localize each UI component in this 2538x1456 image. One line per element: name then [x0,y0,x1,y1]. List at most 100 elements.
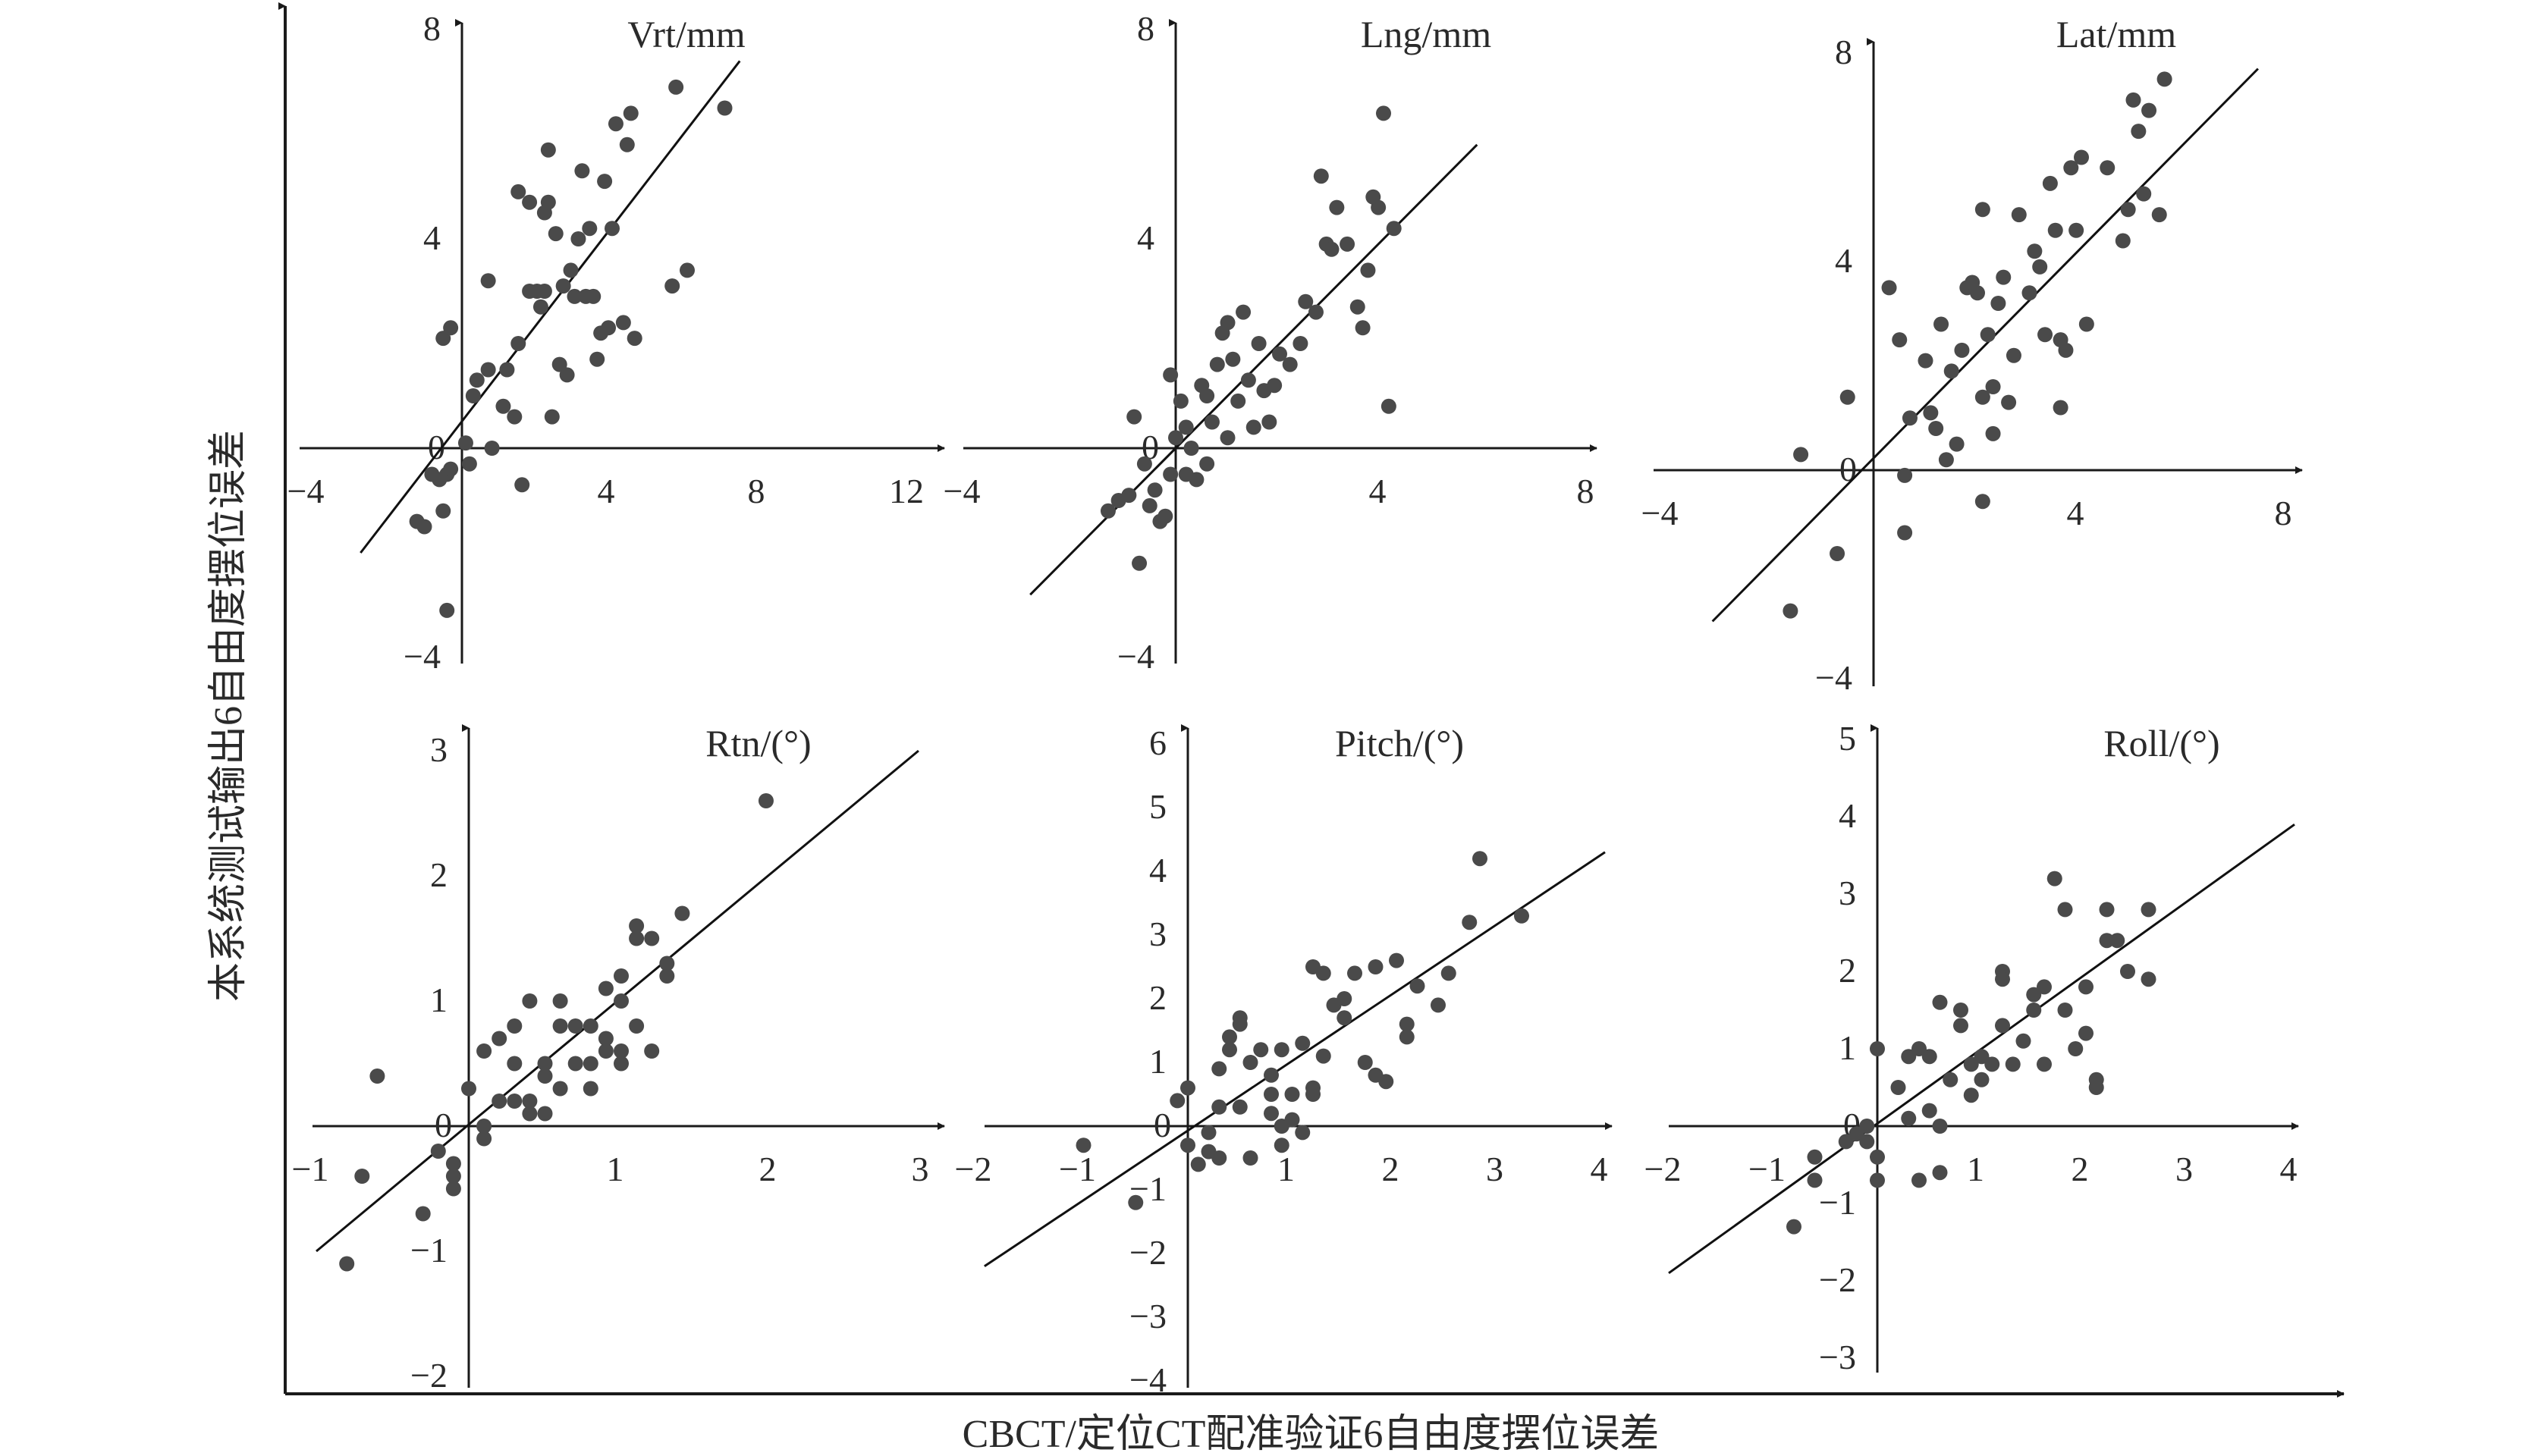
data-point [2074,149,2089,165]
data-point [1890,1080,1906,1095]
data-point [614,993,629,1009]
data-point [1211,1061,1227,1077]
data-point [2047,222,2063,238]
panel-title: Lat/mm [2056,13,2176,55]
data-point [1839,389,1855,405]
data-point [435,503,451,519]
data-point [499,362,515,378]
panel-title: Lng/mm [1361,13,1491,55]
data-point [1355,320,1371,336]
y-tick-label: 2 [1839,951,1856,990]
data-point [1253,1042,1269,1058]
data-point [1298,293,1314,309]
data-point [537,1056,553,1072]
data-point [476,1131,492,1147]
data-point [495,398,511,414]
y-tick-label: −2 [1819,1260,1856,1299]
data-point [1240,372,1256,388]
data-point [2005,1056,2021,1072]
data-point [2078,316,2094,332]
data-point [1264,1067,1279,1083]
data-point [540,194,556,210]
data-point [439,602,455,618]
data-point [644,1043,660,1059]
data-point [2068,222,2084,238]
data-point [2006,347,2021,363]
data-point [1949,436,1965,452]
y-tick-label: 8 [423,9,441,48]
data-point [443,461,459,477]
data-point [717,100,733,116]
data-point [552,993,568,1009]
data-point [1963,1056,1979,1072]
data-point [1807,1149,1823,1165]
data-point [476,1043,492,1059]
data-point [615,315,631,331]
data-point [629,918,645,934]
data-point [1974,494,1990,510]
data-point [1201,1125,1217,1141]
data-point [457,435,473,451]
x-tick-label: 3 [912,1150,929,1188]
data-point [522,194,538,210]
data-point [510,184,526,199]
data-point [1911,1172,1927,1188]
data-point [1340,236,1355,252]
x-tick-label: 2 [2072,1150,2089,1188]
data-point [567,1056,583,1072]
data-point [563,262,579,278]
data-point [1431,997,1446,1013]
data-point [1786,1219,1801,1235]
data-point [1295,1035,1311,1051]
data-point [1132,555,1148,571]
panel-title: Roll/(°) [2103,722,2219,764]
data-point [1381,398,1396,414]
data-point [1347,965,1362,981]
panel-title: Pitch/(°) [1335,722,1464,764]
data-point [1859,1119,1875,1134]
data-point [598,1031,614,1046]
data-point [574,163,590,179]
data-point [559,367,575,383]
data-point [583,1056,598,1072]
y-tick-label: 1 [1149,1042,1167,1081]
y-tick-label: −4 [404,637,441,676]
data-point [1921,1049,1937,1065]
data-point [1974,202,1990,218]
data-point [1970,285,1985,301]
data-point [597,174,613,190]
data-point [1157,508,1173,524]
data-point [2063,160,2079,176]
x-tick-label: 4 [598,472,615,510]
data-point [1892,332,1908,348]
data-point [1274,1042,1289,1058]
data-point [1236,304,1252,320]
data-point [552,1081,568,1097]
data-point [1389,952,1404,968]
data-point [1360,262,1376,278]
data-point [1163,367,1179,383]
data-point [1264,1106,1279,1122]
x-tick-label: −1 [292,1150,329,1188]
data-point [1180,1138,1195,1153]
data-point [1928,421,1944,436]
data-point [1371,199,1387,215]
y-tick-label: 5 [1839,719,1856,758]
data-point [1100,503,1116,519]
data-point [1901,1049,1917,1065]
data-point [445,1181,461,1197]
data-point [507,409,523,425]
data-point [1985,425,2001,441]
data-point [644,930,660,946]
data-point [1242,1055,1258,1070]
data-point [1990,296,2006,311]
data-point [2058,342,2074,358]
data-point [522,1094,538,1109]
data-point [1897,525,1913,541]
data-point [1932,994,1948,1010]
x-tick-label: −4 [287,472,325,510]
data-point [664,278,680,294]
data-point [1173,393,1189,409]
